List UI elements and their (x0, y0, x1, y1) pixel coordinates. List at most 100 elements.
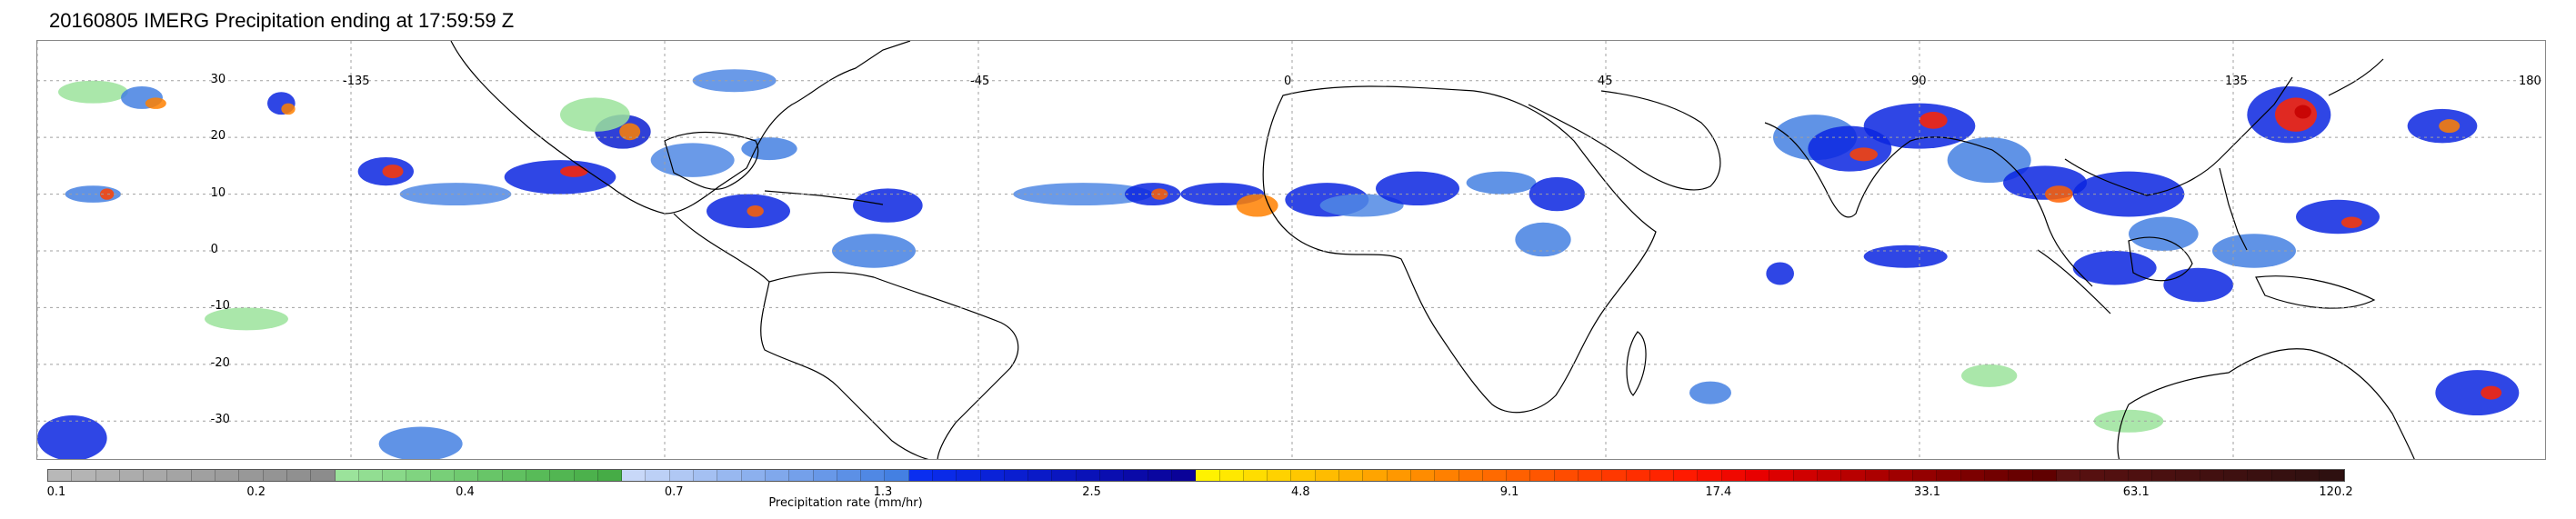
latitude-label: -10 (210, 299, 230, 314)
colorbar-cell (1148, 470, 1172, 481)
precip-cell (1947, 137, 2031, 184)
precip-cell (1689, 381, 1731, 404)
colorbar-cell (1602, 470, 1627, 481)
precip-cell (560, 165, 588, 177)
colorbar-cell (1219, 470, 1244, 481)
colorbar-cell (1171, 470, 1197, 481)
colorbar-cell (789, 470, 814, 481)
colorbar-cell (1674, 470, 1699, 481)
colorbar-cell (2104, 470, 2129, 481)
precip-cell (2093, 409, 2164, 433)
colorbar-tick-label: 1.3 (873, 485, 893, 499)
longitude-label: -45 (970, 75, 990, 88)
colorbar-cell (1482, 470, 1508, 481)
colorbar-cell (717, 470, 742, 481)
precip-cell (399, 183, 512, 206)
precip-cell (747, 205, 764, 217)
coastline-sumatra (2037, 249, 2111, 314)
colorbar-cell (2056, 470, 2081, 481)
colorbar-cell (1889, 470, 1914, 481)
precip-cell (1919, 112, 1948, 129)
precip-cell (1376, 171, 1459, 206)
colorbar-cell (2032, 470, 2057, 481)
precip-cell (2072, 251, 2157, 285)
colorbar-cell (1817, 470, 1842, 481)
colorbar-cell (2176, 470, 2200, 481)
colorbar-cell (1865, 470, 1889, 481)
colorbar-tick-label: 17.4 (1705, 485, 1732, 499)
precip-cell (145, 97, 166, 109)
longitude-label: -135 (343, 75, 370, 88)
colorbar-cell (119, 470, 145, 481)
longitude-label: 135 (2225, 75, 2248, 88)
colorbar-cell (1315, 470, 1340, 481)
colorbar-cell (2248, 470, 2272, 481)
longitude-label: 0 (1284, 75, 1292, 88)
precip-cell (100, 188, 115, 200)
colorbar-cell (1507, 470, 1531, 481)
colorbar-cell (1363, 470, 1388, 481)
coastline-philippines (2219, 167, 2248, 251)
colorbar-cell (1004, 470, 1029, 481)
precip-cell (378, 426, 463, 459)
colorbar-cell (1052, 470, 1077, 481)
colorbar-cell (908, 470, 933, 481)
colorbar-cell (216, 470, 240, 481)
colorbar-cell (1721, 470, 1747, 481)
colorbar-cell (526, 470, 551, 481)
precip-cell (2296, 199, 2380, 235)
precip-cell (382, 165, 404, 179)
longitude-label: 45 (1598, 75, 1613, 88)
precipitation-map[interactable] (36, 40, 2546, 460)
precip-cell (1849, 147, 1878, 162)
colorbar-cell (430, 470, 456, 481)
colorbar-cell (837, 470, 862, 481)
coastline-southeast-asia (1991, 76, 2293, 287)
precip-cell (2072, 171, 2185, 217)
precip-cell (853, 188, 923, 223)
precip-cell (1319, 194, 1404, 217)
coastline-arabia (1528, 90, 1721, 191)
colorbar-cell (1100, 470, 1125, 481)
colorbar-cell (2152, 470, 2177, 481)
coastline-new-guinea (2255, 275, 2376, 309)
colorbar-cell (48, 470, 73, 481)
colorbar-cell (1649, 470, 1675, 481)
coastline-madagascar (1626, 331, 1647, 396)
colorbar-cell (191, 470, 216, 481)
latitude-label: 10 (210, 185, 226, 200)
colorbar-cell (694, 470, 718, 481)
colorbar-cell (2009, 470, 2033, 481)
precip-cell (692, 69, 777, 93)
colorbar-cell (1268, 470, 1292, 481)
precip-cell (2129, 216, 2199, 251)
colorbar-cell (263, 470, 287, 481)
precipitation-layer (37, 69, 2520, 459)
colorbar (47, 469, 2345, 482)
colorbar-cell (1579, 470, 1603, 481)
precip-cell (560, 97, 630, 132)
colorbar-tick-label: 9.1 (1499, 485, 1519, 499)
coastline-south-america (760, 271, 1019, 459)
precip-cell (650, 143, 735, 177)
latitude-label: 30 (210, 72, 226, 86)
colorbar-cell (478, 470, 503, 481)
colorbar-cell (669, 470, 695, 481)
colorbar-tick-label: 63.1 (2122, 485, 2150, 499)
precip-cell (37, 415, 107, 459)
precip-cell (504, 160, 616, 195)
colorbar-cell (765, 470, 790, 481)
colorbar-cell (957, 470, 981, 481)
colorbar-cell (2224, 470, 2249, 481)
coastline-caribbean (764, 190, 884, 205)
colorbar-cell (1076, 470, 1101, 481)
colorbar-cell (932, 470, 957, 481)
colorbar-tick-label: 120.2 (2319, 485, 2353, 499)
colorbar-cell (622, 470, 647, 481)
precip-cell (1863, 245, 1948, 268)
colorbar-cell (455, 470, 479, 481)
latitude-label: 0 (210, 243, 218, 256)
colorbar-cell (1698, 470, 1722, 481)
colorbar-cell (1960, 470, 1986, 481)
precip-cell (1961, 364, 2018, 387)
